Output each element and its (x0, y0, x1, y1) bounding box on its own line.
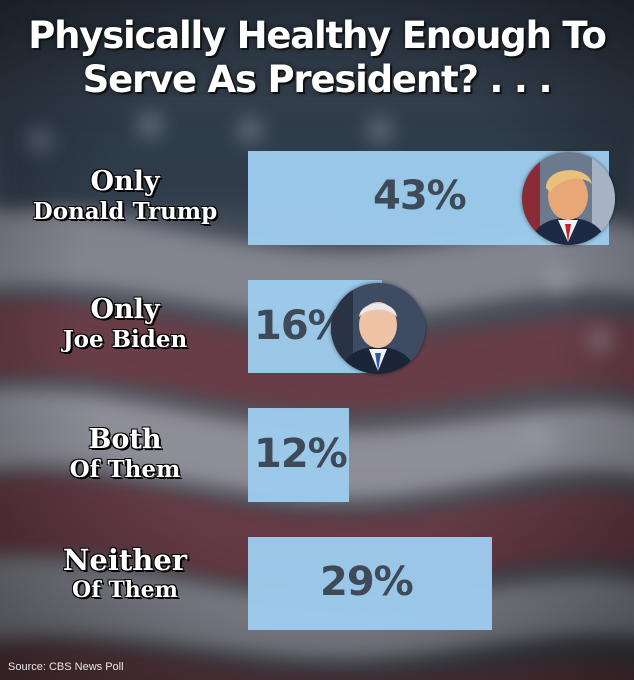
category-label-line2: Joe Biden (62, 326, 188, 353)
category-label-neither: Neither Of Them (0, 544, 250, 604)
category-label-line1: Neither (62, 543, 188, 577)
category-label-line2: Of Them (72, 577, 178, 603)
bar-both (248, 408, 349, 502)
category-label-biden: Only Joe Biden (0, 294, 250, 354)
biden-portrait (331, 283, 425, 374)
category-label-line2: Donald Trump (32, 198, 218, 225)
source-note: Source: CBS News Poll (8, 661, 124, 673)
value-label-trump: 43% (373, 173, 467, 219)
value-label-neither: 29% (320, 559, 414, 605)
trump-portrait (522, 152, 615, 245)
category-label-both: Both Of Them (0, 424, 250, 484)
title-line-2: Serve As President? . . . (82, 58, 553, 101)
category-label-line1: Only (90, 166, 160, 197)
title-line-1: Physically Healthy Enough To (28, 14, 607, 57)
category-label-trump: Only Donald Trump (0, 166, 250, 226)
chart-title: Physically Healthy Enough To Serve As Pr… (0, 14, 634, 102)
category-label-line1: Only (90, 294, 160, 325)
category-label-line2: Of Them (69, 456, 181, 483)
value-label-both: 12% (254, 431, 348, 477)
category-label-line1: Both (88, 424, 162, 455)
bar-neither (248, 537, 492, 630)
